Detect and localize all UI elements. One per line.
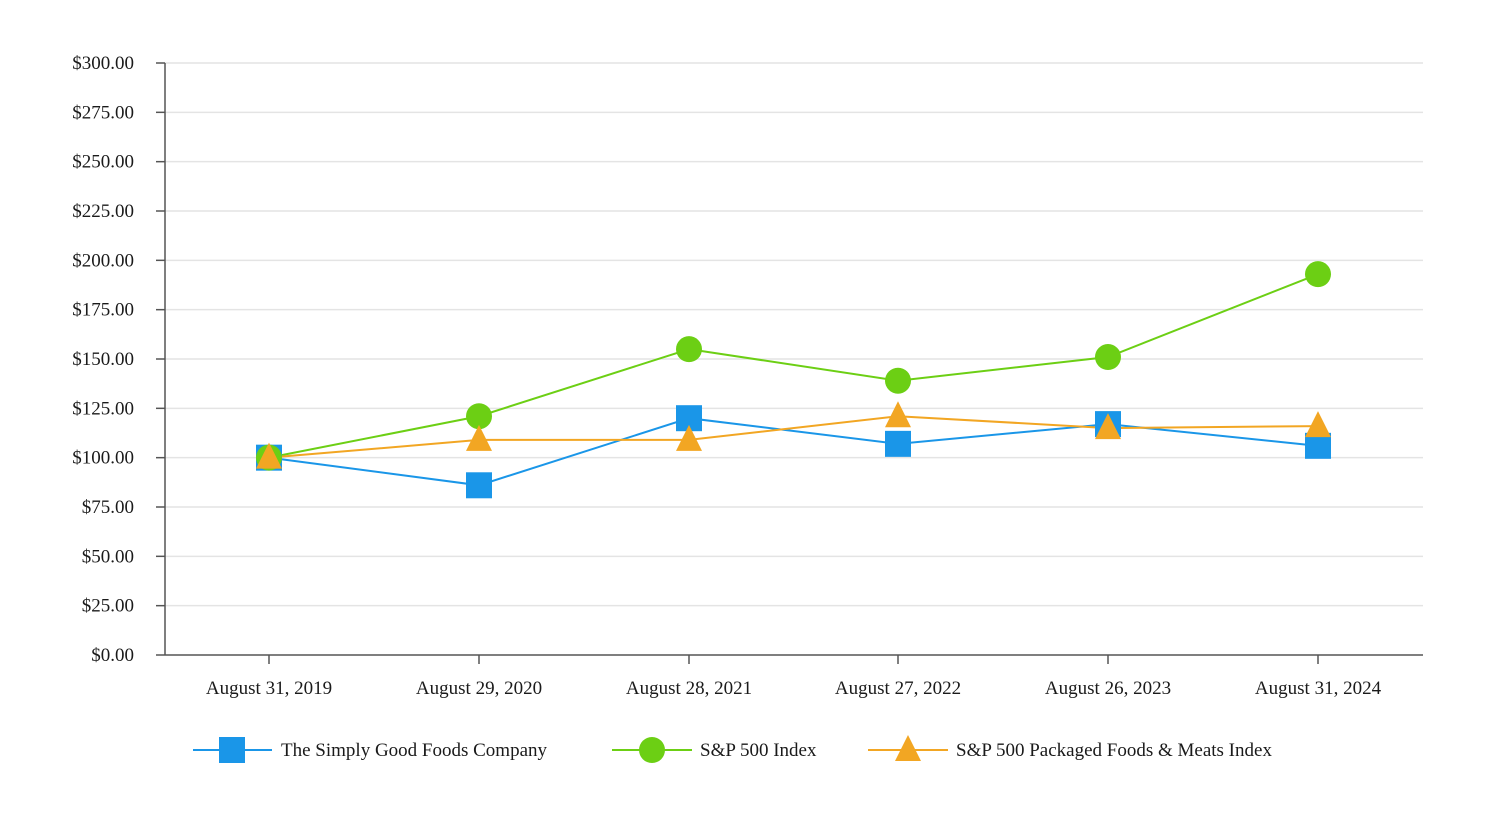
series-line-3 [268,415,1319,459]
legend: The Simply Good Foods Company S&P 500 Ind… [193,735,1272,763]
y-tick-label: $150.00 [72,349,134,370]
legend-marker [639,737,665,763]
y-tick-label: $25.00 [82,596,134,617]
x-tick-label: August 31, 2019 [206,678,332,699]
x-tick-label: August 31, 2024 [1255,678,1382,699]
legend-marker [895,735,921,761]
series-group [256,261,1331,499]
y-tick-label: $75.00 [82,497,134,518]
y-tick-label: $225.00 [72,201,134,222]
series-3-point [466,424,492,451]
series-3-point [1095,413,1121,440]
legend-item[interactable]: S&P 500 Index [612,737,817,763]
legend-item[interactable]: The Simply Good Foods Company [193,737,548,763]
series-1-point [885,430,911,457]
y-axis: $0.00 $25.00 $50.00 $75.00 $100.00 $125.00 $15… [72,53,166,666]
x-tick-label: August 27, 2022 [835,678,961,699]
series-3-point [256,442,282,469]
x-axis: August 31, 2019 August 29, 2020 August 28,… [165,654,1423,699]
gridlines [165,62,1423,607]
legend-label: S&P 500 Packaged Foods & Meats Index [956,740,1272,761]
series-2-point [885,367,911,394]
y-tick-label: $200.00 [72,250,134,271]
series-2-point [466,403,492,430]
series-2-point [676,336,702,363]
y-tick-label: $100.00 [72,448,134,469]
series-1-point [466,472,492,499]
y-tick-label: $175.00 [72,300,134,321]
legend-marker [219,737,245,763]
legend-label: S&P 500 Index [700,740,817,761]
x-tick-label: August 26, 2023 [1045,678,1171,699]
series-2-point [1095,344,1121,371]
x-tick-label: August 29, 2020 [416,678,542,699]
series-1-point [1305,432,1331,459]
y-tick-label: $275.00 [72,102,134,123]
series-3-point [676,424,702,451]
legend-label: The Simply Good Foods Company [281,740,548,761]
x-tick-label: August 28, 2021 [626,678,752,699]
series-3-point [1305,411,1331,438]
legend-item[interactable]: S&P 500 Packaged Foods & Meats Index [868,735,1272,761]
y-tick-label: $300.00 [72,53,134,74]
series-line-2 [268,273,1319,459]
y-tick-label: $250.00 [72,152,134,173]
series-2-point [1305,261,1331,288]
y-tick-label: $0.00 [91,645,134,666]
y-tick-label: $125.00 [72,398,134,419]
series-3-point [885,401,911,428]
y-tick-label: $50.00 [82,546,134,567]
